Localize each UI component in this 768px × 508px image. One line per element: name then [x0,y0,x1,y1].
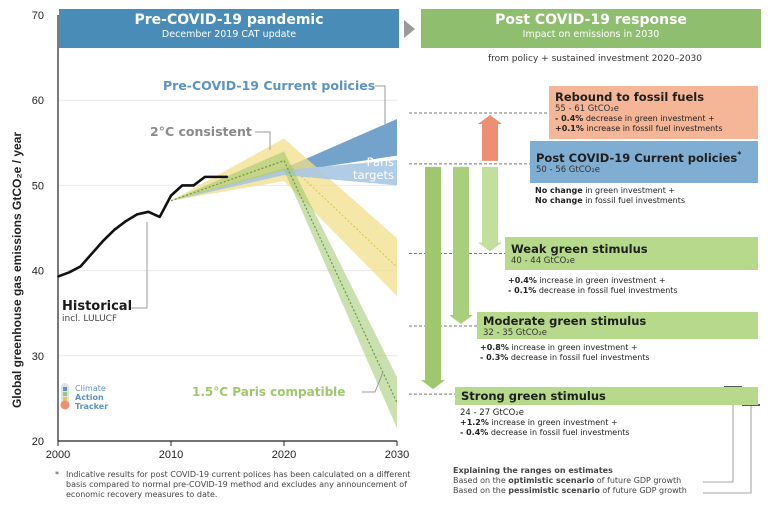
legend-title: Explaining the ranges on estimates [453,466,613,475]
header-pre-covid-subtitle: December 2019 CAT update [161,29,297,40]
logo-text-2: Action [75,393,104,402]
y-tick-label-50: 50 [32,180,44,192]
strong-stimulus-arrow-icon [421,166,445,390]
historical-leader [131,222,148,309]
historical-point-2005 [113,228,116,231]
label-paris-compatible: 1.5°C Paris compatible [192,385,346,399]
legend-pessimistic: Based on the pessimistic scenario of fut… [453,486,687,495]
scenario-arrows [409,112,549,395]
x-tick-label-2000: 2000 [46,449,70,461]
y-tick-label-30: 30 [32,351,44,363]
header-post-covid: Post COVID-19 response Impact on emissio… [421,9,761,48]
y-axis-label: Global greenhouse gas emissions GtCO₂e /… [10,132,24,408]
box-strong-desc: 24 - 27 GtCO₂e +1.2% increase in green i… [460,408,630,437]
header-post-covid-title: Post COVID-19 response [495,12,687,28]
label-historical: Historical [62,299,133,314]
box-rebound: Rebound to fossil fuels 55 - 61 GtCO₂e -… [549,86,758,139]
y-tick-label-60: 60 [32,95,44,107]
optimistic-leader [703,388,734,483]
legend-explain: Explaining the ranges on estimates Based… [453,466,687,496]
historical-line [57,175,228,278]
label-historical-sub: incl. LULUCF [62,314,118,324]
box-current-range: 50 - 56 GtCO₂e [536,164,600,175]
current-policies-leader [375,85,386,124]
historical-point-2000 [57,275,59,278]
box-rebound-line1: - 0.4% decrease in green investment + [555,114,715,123]
box-weak-desc: +0.4% increase in green investment + - 0… [508,276,678,295]
historical-point-2015 [226,176,229,178]
weak-stimulus-arrow-icon [478,166,502,252]
header-chevron-icon [404,20,415,38]
box-current-title: Post COVID-19 Current policies* [536,150,742,165]
y-tick-label-20: 20 [32,436,44,448]
label-paris-targets-2: targets [353,168,394,182]
range-mid-3 [170,159,398,403]
historical-point-2009 [158,216,161,218]
paris-compatible-leader [362,371,384,393]
x-tick-label-2010: 2010 [159,449,183,461]
y-tick-label-70: 70 [32,10,44,22]
historical-point-2013 [204,176,206,178]
box-moderate-title: Moderate green stimulus [483,314,647,328]
historical-point-2004 [102,239,104,242]
range-band-0 [171,118,397,201]
footnote-star: * [55,470,59,479]
historical-point-2001 [68,271,71,274]
label-two-degree: 2°C consistent [150,124,252,139]
box-weak: Weak green stimulus 40 - 44 GtCO₂e [505,237,758,270]
label-current-policies: Pre-COVID-19 Current policies [163,78,376,93]
header-pre-covid-title: Pre-COVID-19 pandemic [134,12,324,28]
historical-point-2008 [147,211,150,213]
label-paris-targets-1: Paris [366,155,394,169]
historical-point-2007 [136,213,138,216]
historical-point-2006 [125,220,127,222]
historical-point-2011 [181,184,184,187]
footnote-text: Indicative results for post COVID-19 cur… [66,470,411,499]
box-current: Post COVID-19 Current policies* 50 - 56 … [530,141,758,183]
two-degree-leader [255,131,271,150]
box-rebound-range: 55 - 61 GtCO₂e [555,104,619,114]
historical-point-2012 [192,184,195,187]
box-rebound-title: Rebound to fossil fuels [555,90,705,104]
range-band-3 [171,151,397,429]
legend-optimistic: Based on the optimistic scenario of futu… [453,476,682,485]
x-tick-label-2020: 2020 [272,449,296,461]
moderate-stimulus-arrow-icon [449,166,473,324]
box-weak-range: 40 - 44 GtCO₂e [511,256,575,266]
box-weak-title: Weak green stimulus [511,242,648,256]
x-tick-label-2030: 2030 [385,449,409,461]
logo-text-3: Tracker [75,402,109,411]
box-strong-range: 24 - 27 GtCO₂e [460,408,524,418]
box-moderate-desc: +0.8% increase in green investment + - 0… [480,343,650,362]
box-current-desc: No change in green investment + No chang… [535,186,686,205]
box-moderate: Moderate green stimulus 32 - 35 GtCO₂e [477,312,758,339]
historical-point-2010 [170,194,172,197]
historical-point-2003 [91,252,93,255]
header-post-covid-note: from policy + sustained investment 2020–… [488,54,702,64]
box-rebound-line2: +0.1% increase in fossil fuel investment… [555,124,723,133]
y-tick-label-40: 40 [32,266,44,278]
historical-series [57,175,229,278]
logo-text-1: Climate [75,384,106,393]
box-strong: Strong green stimulus [455,387,758,405]
box-moderate-range: 32 - 35 GtCO₂e [483,328,547,338]
rebound-arrow-icon [478,114,502,161]
range-band-2 [171,159,397,201]
cat-logo-icon [60,383,70,410]
historical-point-2014 [215,176,217,178]
header-pre-covid: Pre-COVID-19 pandemic December 2019 CAT … [59,9,399,48]
pessimistic-leader [703,406,752,494]
header-post-covid-subtitle: Impact on emissions in 2030 [522,29,660,40]
historical-point-2002 [79,265,82,268]
box-strong-title: Strong green stimulus [461,389,606,403]
